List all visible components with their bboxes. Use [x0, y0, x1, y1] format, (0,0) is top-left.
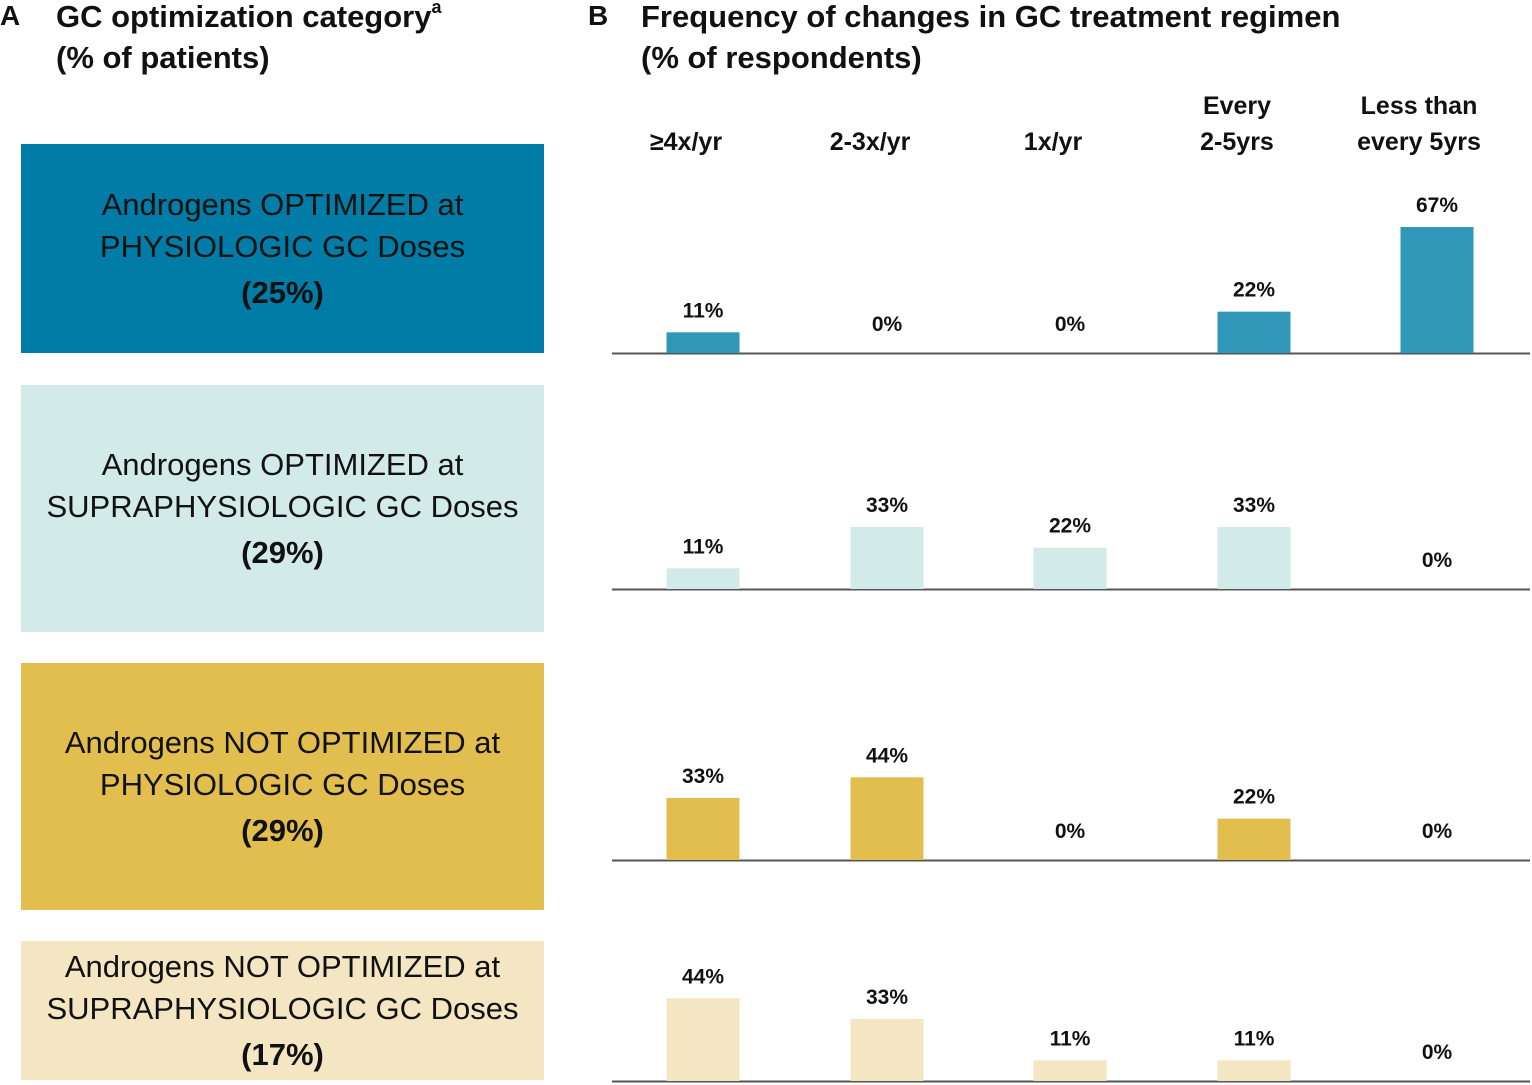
category-box-3: Androgens NOT OPTIMIZED at PHYSIOLOGIC G… — [21, 663, 544, 910]
data-label-row-1-col-3: 0% — [1055, 313, 1086, 336]
category-box-1: Androgens OPTIMIZED at PHYSIOLOGIC GC Do… — [21, 144, 544, 353]
data-label-row-4-col-3: 11% — [1050, 1027, 1091, 1050]
data-label-row-4-col-4: 11% — [1234, 1027, 1275, 1050]
column-header-4: Every 2-5yrs — [1137, 88, 1337, 160]
bar-row-1-col-4 — [1217, 311, 1291, 353]
column-header-line: Every — [1202, 92, 1272, 120]
category-percent: (29%) — [241, 534, 324, 570]
panel-a-title-superscript: a — [431, 0, 442, 17]
category-line1: Androgens OPTIMIZED at — [101, 446, 464, 482]
column-header-3: 1x/yr — [953, 124, 1153, 160]
column-header-line: 1x/yr — [1023, 128, 1083, 156]
data-label-row-1-col-4: 22% — [1233, 279, 1275, 302]
panel-b-title-line2: (% of respondents) — [641, 40, 922, 75]
bar-row-2-col-1 — [666, 568, 740, 589]
column-header-line: every 5yrs — [1357, 128, 1481, 156]
category-line1: Androgens NOT OPTIMIZED at — [64, 724, 501, 760]
category-line2: SUPRAPHYSIOLOGIC GC Doses — [46, 990, 519, 1026]
bar-row-3-col-2 — [850, 777, 924, 860]
column-header-line: ≥4x/yr — [649, 128, 723, 156]
panel-a-letter: A — [0, 0, 21, 31]
data-label-row-2-col-3: 22% — [1049, 515, 1091, 538]
data-label-row-2-col-2: 33% — [866, 494, 908, 517]
panel-a-title-line2: (% of patients) — [56, 40, 270, 75]
bar-row-2-col-3 — [1033, 547, 1107, 589]
category-line2: PHYSIOLOGIC GC Doses — [99, 228, 466, 264]
data-label-row-1-col-1: 11% — [683, 299, 724, 322]
category-box-2: Androgens OPTIMIZED at SUPRAPHYSIOLOGIC … — [21, 385, 544, 632]
bar-row-1-col-5 — [1400, 227, 1474, 353]
data-label-row-2-col-4: 33% — [1233, 494, 1275, 517]
data-label-row-3-col-2: 44% — [866, 744, 908, 767]
category-percent: (25%) — [241, 274, 324, 310]
data-label-row-4-col-2: 33% — [866, 986, 908, 1009]
category-line1: Androgens OPTIMIZED at — [101, 186, 464, 222]
data-label-row-2-col-5: 0% — [1422, 549, 1453, 572]
bar-row-2-col-4 — [1217, 526, 1291, 589]
data-label-row-3-col-3: 0% — [1055, 820, 1086, 843]
category-box-4: Androgens NOT OPTIMIZED at SUPRAPHYSIOLO… — [21, 941, 544, 1080]
category-percent: (17%) — [241, 1036, 324, 1072]
bar-row-3-col-4 — [1217, 818, 1291, 860]
bar-row-4-col-3 — [1033, 1060, 1107, 1081]
column-header-1: ≥4x/yr — [586, 124, 786, 160]
data-label-row-3-col-5: 0% — [1422, 820, 1453, 843]
panel-b-title-line1: Frequency of changes in GC treatment reg… — [641, 0, 1341, 34]
category-line2: SUPRAPHYSIOLOGIC GC Doses — [46, 488, 519, 524]
category-percent: (29%) — [241, 812, 324, 848]
bar-row-3-col-1 — [666, 797, 740, 860]
bar-row-4-col-2 — [850, 1018, 924, 1081]
column-header-line: 2-5yrs — [1200, 128, 1274, 156]
data-label-row-3-col-1: 33% — [682, 765, 724, 788]
category-line2: PHYSIOLOGIC GC Doses — [99, 766, 466, 802]
bar-row-2-col-2 — [850, 526, 924, 589]
column-header-5: Less than every 5yrs — [1319, 88, 1519, 160]
data-label-row-1-col-2: 0% — [872, 313, 903, 336]
data-label-row-3-col-4: 22% — [1233, 786, 1275, 809]
panel-b-title: Frequency of changes in GC treatment reg… — [641, 0, 1340, 78]
category-line1: Androgens NOT OPTIMIZED at — [64, 948, 501, 984]
data-label-row-4-col-5: 0% — [1422, 1041, 1453, 1064]
bar-row-4-col-4 — [1217, 1060, 1291, 1081]
column-header-line: 2-3x/yr — [829, 128, 911, 156]
column-header-line: Less than — [1360, 92, 1478, 120]
column-header-2: 2-3x/yr — [770, 124, 970, 160]
panel-a-title: GC optimization categorya (% of patients… — [56, 0, 442, 78]
data-label-row-1-col-5: 67% — [1416, 194, 1458, 217]
data-label-row-2-col-1: 11% — [683, 535, 724, 558]
panel-a-title-line1: GC optimization category — [56, 0, 432, 34]
panel-b-letter: B — [588, 0, 609, 31]
bar-row-4-col-1 — [666, 998, 740, 1081]
bar-row-1-col-1 — [666, 332, 740, 353]
data-label-row-4-col-1: 44% — [682, 965, 724, 988]
